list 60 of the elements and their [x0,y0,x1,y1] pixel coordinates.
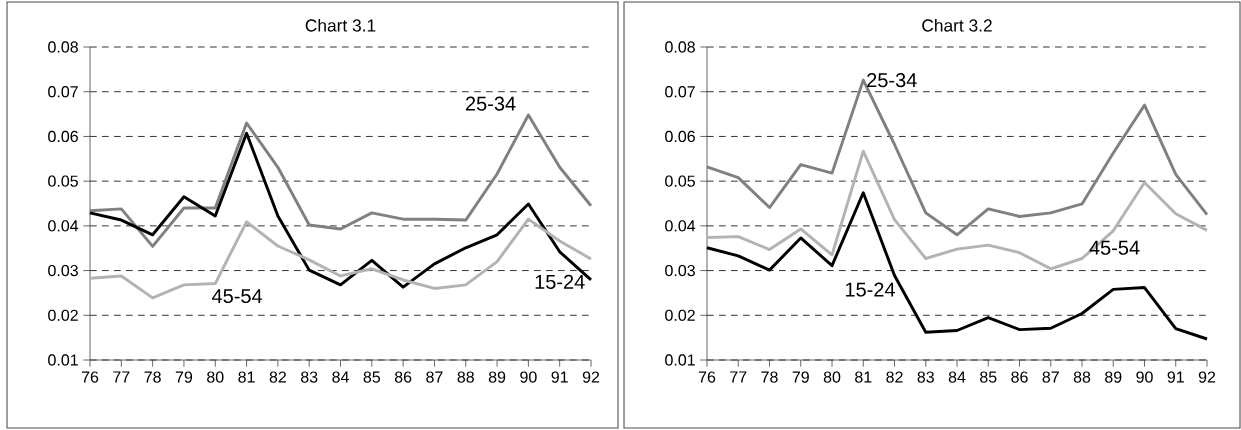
x-tick-label: 90 [520,371,537,383]
x-tick-label: 92 [582,371,600,383]
x-tick-label: 78 [761,371,778,383]
series-label: 15-24 [845,282,895,297]
y-tick-label: 0.02 [48,309,78,321]
x-tick-label: 86 [394,371,412,383]
x-tick-label: 87 [1042,371,1059,383]
y-tick-label: 0.03 [665,264,695,277]
series-label: 45-54 [1089,240,1140,255]
x-tick-label: 82 [886,371,903,383]
y-tick-label: 0.04 [48,220,79,232]
x-tick-label: 90 [1136,371,1153,383]
y-tick-label: 0.07 [665,86,695,98]
y-tick-label: 0.01 [665,354,695,366]
x-tick-label: 84 [332,371,349,383]
x-tick-label: 76 [698,371,716,383]
y-tick-label: 0.03 [48,264,78,277]
x-tick-label: 92 [1198,371,1216,383]
y-tick-label: 0.02 [665,309,695,321]
x-tick-label: 78 [144,371,161,383]
series-label: 15-24 [535,274,585,289]
x-tick-label: 77 [730,371,747,383]
line-series [705,149,1209,271]
x-tick-label: 86 [1011,371,1028,383]
series-label: 45-54 [211,289,263,304]
x-tick-label: 91 [1167,371,1184,383]
x-tick-label: 84 [948,371,966,383]
series-label: 25-34 [867,73,917,88]
y-tick-label: 0.06 [48,130,78,143]
x-tick-label: 79 [175,371,193,383]
x-tick-label: 81 [238,371,255,383]
x-tick-label: 77 [113,371,130,383]
x-tick-label: 80 [823,371,841,383]
x-tick-label: 76 [81,371,99,383]
y-tick-label: 0.04 [665,220,696,232]
x-tick-label: 88 [1073,371,1091,383]
x-tick-label: 81 [855,371,872,383]
x-tick-label: 89 [1105,371,1122,383]
x-tick-label: 87 [426,371,443,383]
x-tick-label: 85 [980,371,997,383]
y-tick-label: 0.07 [48,86,78,98]
x-tick-label: 82 [269,371,286,383]
x-tick-label: 80 [207,371,224,383]
y-tick-label: 0.01 [48,354,78,366]
line-series [88,113,593,248]
x-tick-label: 89 [488,371,506,383]
y-tick-label: 0.08 [665,41,695,53]
chart-title: Chart 3.2 [922,18,992,32]
y-tick-label: 0.05 [48,175,78,187]
y-tick-label: 0.06 [665,130,695,143]
series-label: 25-34 [465,96,516,111]
x-tick-label: 88 [457,371,474,383]
chart-title: Chart 3.1 [305,18,376,32]
y-tick-label: 0.05 [665,175,695,187]
x-tick-label: 91 [551,371,568,383]
x-tick-label: 83 [300,371,318,383]
x-tick-label: 79 [792,371,809,383]
x-tick-label: 83 [917,371,934,383]
x-tick-label: 85 [363,371,381,383]
y-tick-label: 0.08 [48,41,78,53]
